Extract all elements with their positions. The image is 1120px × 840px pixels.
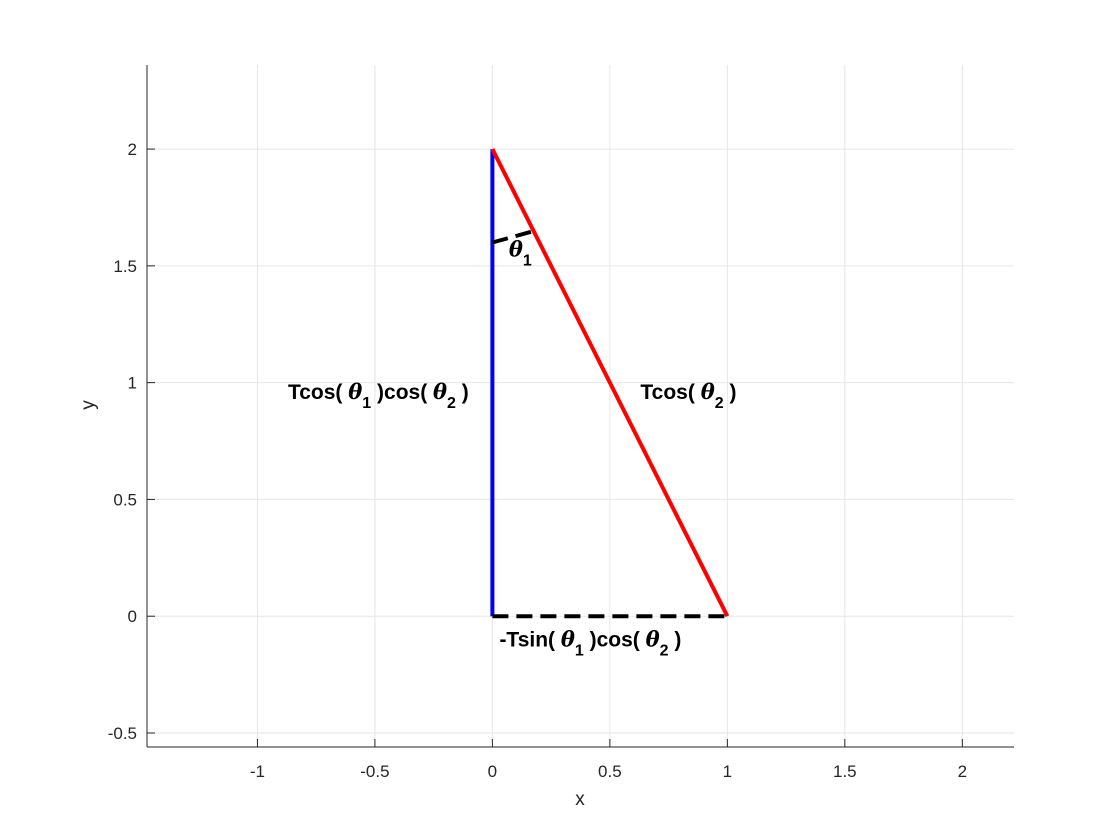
x-tick-label: -1 [250, 762, 265, 781]
axes [146, 65, 1014, 748]
x-axis-label: x [575, 789, 585, 810]
theta1-label: θ1 [509, 237, 532, 270]
base-component-label: -Tsin( θ1 )cos( θ2 ) [499, 627, 681, 660]
y-tick-label: 2 [128, 140, 137, 159]
x-tick-label: 1 [723, 762, 732, 781]
x-tick-label: 0.5 [598, 762, 622, 781]
y-tick-label: 0 [128, 607, 137, 626]
tick-labels: -1 -0.5 0 0.5 1 1.5 2 -0.5 0 0.5 1 1.5 2 [108, 140, 967, 781]
annotations: θ1 Tcos( θ1 )cos( θ2 ) Tcos( θ2 ) -Tsin( θ1… [288, 237, 736, 660]
angle-arc-marker [491, 228, 536, 245]
x-tick-label: -0.5 [360, 762, 389, 781]
x-tick-label: 1.5 [833, 762, 857, 781]
y-tick-label: 1 [128, 374, 137, 393]
hypotenuse-line [490, 148, 730, 618]
y-axis-label: y [78, 400, 99, 410]
vertical-component-label: Tcos( θ1 )cos( θ2 ) [288, 379, 469, 412]
y-tick-label: 0.5 [113, 490, 137, 509]
y-tick-label: -0.5 [108, 724, 137, 743]
x-tick-label: 0 [488, 762, 497, 781]
y-tick-label: 1.5 [113, 257, 137, 276]
x-tick-label: 2 [958, 762, 967, 781]
plot-lines [490, 148, 730, 619]
hypotenuse-label: Tcos( θ2 ) [640, 379, 736, 412]
